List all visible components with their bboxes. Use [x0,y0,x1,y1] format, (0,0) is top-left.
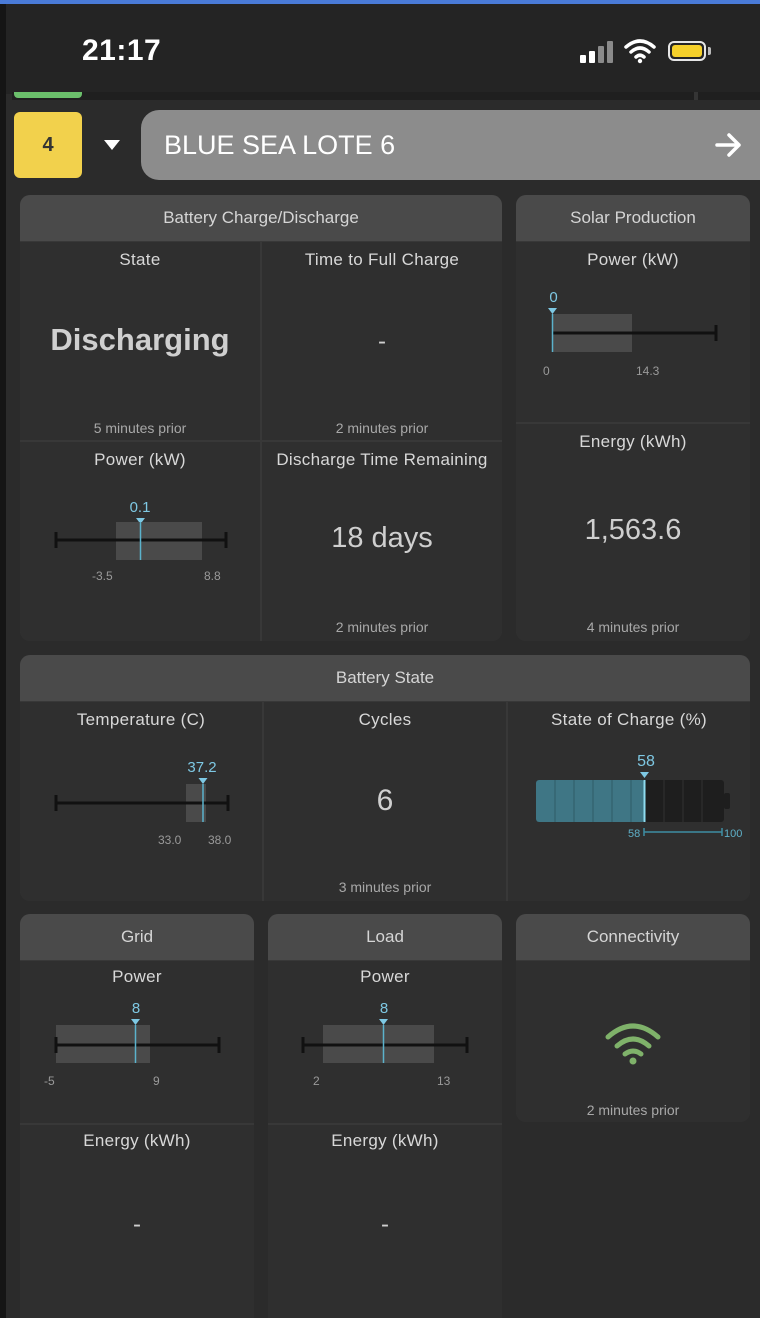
grid-energy-value: - [133,1211,141,1238]
time-to-full-value: - [378,328,386,355]
clock: 21:17 [82,34,162,67]
status-bar: 21:17 [6,4,760,94]
connectivity-updated: 2 minutes prior [586,1102,680,1118]
grid-power-label: Power [112,967,162,986]
connectivity-cell: 2 minutes prior [516,961,750,1122]
load-energy-label: Energy (kWh) [331,1131,439,1150]
card-title: Solar Production [516,195,750,241]
arrow-right-icon[interactable] [714,130,744,160]
soc-label: State of Charge (%) [551,710,707,729]
cycles-label: Cycles [358,710,412,729]
temperature-cell: Temperature (C) 37.2 33.0 38.0 [20,702,262,901]
battery-power-min: -3.5 [92,569,113,583]
temperature-value: 37.2 [187,759,217,776]
discharge-remaining-cell: Discharge Time Remaining 18 days 2 minut… [262,442,502,641]
load-power-max: 13 [437,1074,451,1088]
load-card: Load Power 8 2 13 Energy (kWh) - [268,914,502,1318]
connectivity-card: Connectivity 2 minutes prior [516,914,750,1122]
top-accent-line [0,0,760,4]
state-updated: 5 minutes prior [93,420,187,436]
soc-low: 58 [628,828,641,840]
state-label: State [119,250,161,269]
chevron-down-icon[interactable] [104,140,120,150]
solar-energy-label: Energy (kWh) [579,432,687,451]
battery-power-cell: Power (kW) 0.1 -3.5 8.8 [20,442,260,641]
load-power-value: 8 [379,1000,389,1017]
battery-charge-card: Battery Charge/Discharge State Dischargi… [20,195,502,641]
discharge-remaining-value: 18 days [331,522,433,554]
grid-power-cell: Power 8 -5 9 [20,961,254,1123]
solar-energy-value: 1,563.6 [584,514,682,546]
grid-energy-label: Energy (kWh) [83,1131,191,1150]
time-to-full-cell: Time to Full Charge - 2 minutes prior [262,242,502,440]
state-value: Discharging [50,322,230,357]
grid-power-value: 8 [131,1000,141,1017]
soc-battery-graphic [536,772,730,836]
battery-power-value: 0.1 [129,499,151,516]
gauge-graphic [548,308,718,352]
gauge-graphic [54,518,228,560]
battery-power-label: Power (kW) [94,450,186,469]
battery-status-icon [668,41,706,61]
card-title: Battery State [20,655,750,701]
site-selector[interactable] [141,110,760,180]
time-to-full-updated: 2 minutes prior [335,420,429,436]
card-title: Grid [20,914,254,960]
solar-power-label: Power (kW) [587,250,679,269]
battery-state-card: Battery State Temperature (C) 37.2 33.0 … [20,655,750,901]
temperature-min: 33.0 [158,833,182,847]
discharge-remaining-label: Discharge Time Remaining [276,450,488,469]
gauge-graphic [54,1019,221,1063]
solar-power-min: 0 [543,364,550,378]
load-power-min: 2 [313,1074,320,1088]
cycles-value: 6 [376,784,394,817]
grid-card: Grid Power 8 -5 9 Energy (kWh) - [20,914,254,1318]
load-power-cell: Power 8 2 13 [268,961,502,1123]
wifi-status-icon [624,39,656,64]
solar-power-max: 14.3 [636,364,660,378]
discharge-remaining-updated: 2 minutes prior [335,619,429,635]
state-cell: State Discharging 5 minutes prior [20,242,260,440]
battery-tip [708,47,711,55]
grid-power-max: 9 [153,1074,160,1088]
solar-power-cell: Power (kW) 0 0 14.3 [516,242,750,422]
left-edge [0,4,6,1318]
grid-energy-cell: Energy (kWh) - [20,1125,254,1318]
card-title: Connectivity [516,914,750,960]
cycles-cell: Cycles 6 3 minutes prior [264,702,506,901]
temperature-label: Temperature (C) [76,710,206,729]
gauge-graphic [54,778,230,822]
card-title: Load [268,914,502,960]
time-to-full-label: Time to Full Charge [304,250,460,269]
load-power-label: Power [360,967,410,986]
solar-production-card: Solar Production Power (kW) 0 0 14.3 Ene… [516,195,750,641]
gauge-graphic [301,1019,469,1063]
grid-power-min: -5 [44,1074,55,1088]
solar-energy-cell: Energy (kWh) 1,563.6 4 minutes prior [516,424,750,641]
temperature-max: 38.0 [208,833,232,847]
load-energy-cell: Energy (kWh) - [268,1125,502,1318]
site-number-badge[interactable]: 4 [14,112,82,178]
soc-cell: State of Charge (%) 58 58 [508,702,750,901]
solar-energy-updated: 4 minutes prior [586,619,680,635]
card-title: Battery Charge/Discharge [20,195,502,241]
load-energy-value: - [381,1211,389,1238]
solar-power-value: 0 [549,289,558,306]
soc-max: 100 [724,828,743,840]
soc-value: 58 [637,753,655,770]
battery-power-max: 8.8 [204,569,221,583]
wifi-icon [605,1023,661,1065]
cycles-updated: 3 minutes prior [338,879,432,895]
site-name: BLUE SEA LOTE 6 [164,130,396,160]
tab-strip [12,92,760,100]
